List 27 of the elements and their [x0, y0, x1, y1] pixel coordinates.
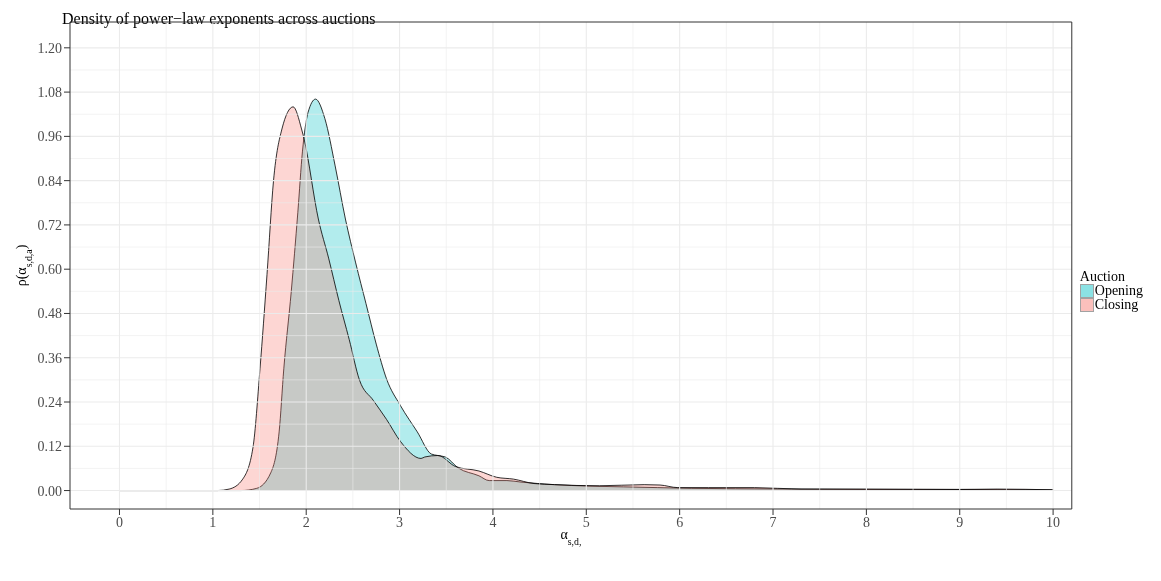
- legend-title: Auction: [1079, 268, 1126, 284]
- y-tick-label: 0.12: [37, 439, 62, 455]
- chart-title: Density of power−law exponents across auctions: [62, 10, 376, 28]
- x-tick-label: 1: [209, 514, 217, 530]
- y-tick-label: 0.84: [37, 173, 62, 189]
- x-tick-label: 2: [302, 514, 310, 530]
- x-tick-label: 9: [956, 514, 964, 530]
- x-tick-label: 6: [676, 514, 684, 530]
- x-axis-title: α$_{s,d,}$: [560, 527, 582, 547]
- x-tick-label: 7: [769, 514, 777, 530]
- x-tick-label: 10: [1046, 514, 1061, 530]
- y-tick-label: 1.08: [37, 85, 62, 101]
- x-tick-label: 8: [862, 514, 870, 530]
- legend-label: Closing: [1094, 296, 1139, 312]
- y-tick-label: 0.60: [37, 262, 62, 278]
- x-tick-label: 5: [582, 514, 590, 530]
- y-tick-label: 0.48: [37, 306, 62, 322]
- x-tick-label: 3: [396, 514, 404, 530]
- y-tick-label: 0.72: [37, 217, 62, 233]
- x-tick-label: 0: [115, 514, 123, 530]
- y-tick-label: 0.00: [37, 483, 62, 499]
- legend-label: Opening: [1094, 282, 1143, 298]
- y-tick-label: 0.36: [37, 350, 62, 366]
- y-tick-label: 0.96: [37, 129, 62, 145]
- x-tick-label: 4: [489, 514, 497, 530]
- y-tick-label: 1.20: [37, 40, 62, 56]
- y-tick-label: 0.24: [37, 394, 62, 410]
